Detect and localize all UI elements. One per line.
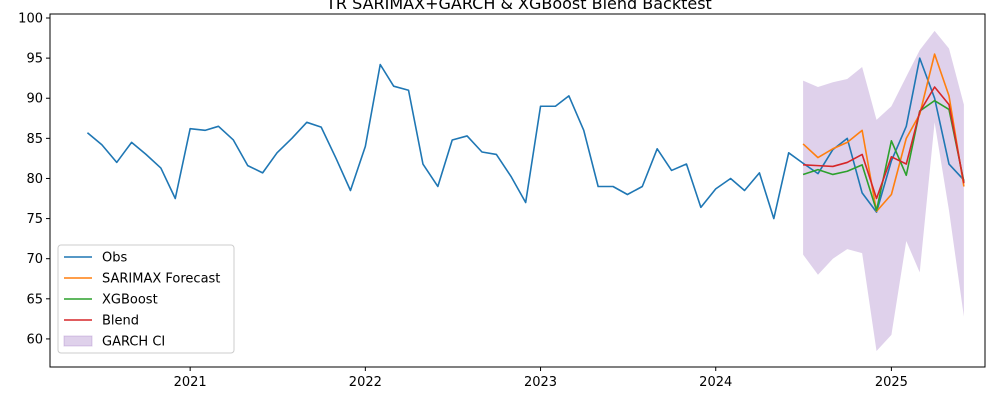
y-tick-label: 70 bbox=[26, 252, 43, 267]
x-tick-label: 2025 bbox=[875, 375, 908, 390]
x-tick-label: 2023 bbox=[524, 375, 557, 390]
legend-label-obs: Obs bbox=[102, 251, 127, 266]
y-tick-label: 85 bbox=[26, 132, 43, 147]
chart-title: TR SARIMAX+GARCH & XGBoost Blend Backtes… bbox=[325, 0, 712, 13]
axes-frame bbox=[49, 13, 986, 368]
y-tick-label: 95 bbox=[26, 52, 43, 67]
y-tick-label: 90 bbox=[26, 92, 43, 107]
sarimax-series-line bbox=[802, 53, 965, 213]
legend-label-garch: GARCH CI bbox=[102, 335, 165, 350]
x-axis: 2021 2022 2023 2024 2025 bbox=[174, 367, 908, 390]
legend-swatch-garch bbox=[63, 335, 93, 347]
y-tick-label: 80 bbox=[26, 172, 43, 187]
x-tick-label: 2021 bbox=[174, 375, 207, 390]
plot-area bbox=[86, 30, 965, 351]
legend-label-sarimax: SARIMAX Forecast bbox=[102, 272, 220, 287]
y-tick-label: 60 bbox=[26, 332, 43, 347]
y-axis: 60 65 70 75 80 85 90 95 100 bbox=[18, 12, 50, 347]
y-tick-label: 100 bbox=[18, 12, 43, 27]
legend-label-blend: Blend bbox=[102, 314, 139, 329]
x-tick-label: 2024 bbox=[699, 375, 732, 390]
y-tick-label: 75 bbox=[26, 212, 43, 227]
legend-label-xgboost: XGBoost bbox=[102, 293, 158, 308]
y-tick-label: 65 bbox=[26, 292, 43, 307]
legend-box bbox=[57, 244, 235, 354]
obs-series-line bbox=[86, 57, 965, 220]
blend-series-line bbox=[803, 86, 965, 200]
x-tick-label: 2022 bbox=[349, 375, 382, 390]
legend: Obs SARIMAX Forecast XGBoost Blend GARCH CI bbox=[57, 244, 235, 354]
